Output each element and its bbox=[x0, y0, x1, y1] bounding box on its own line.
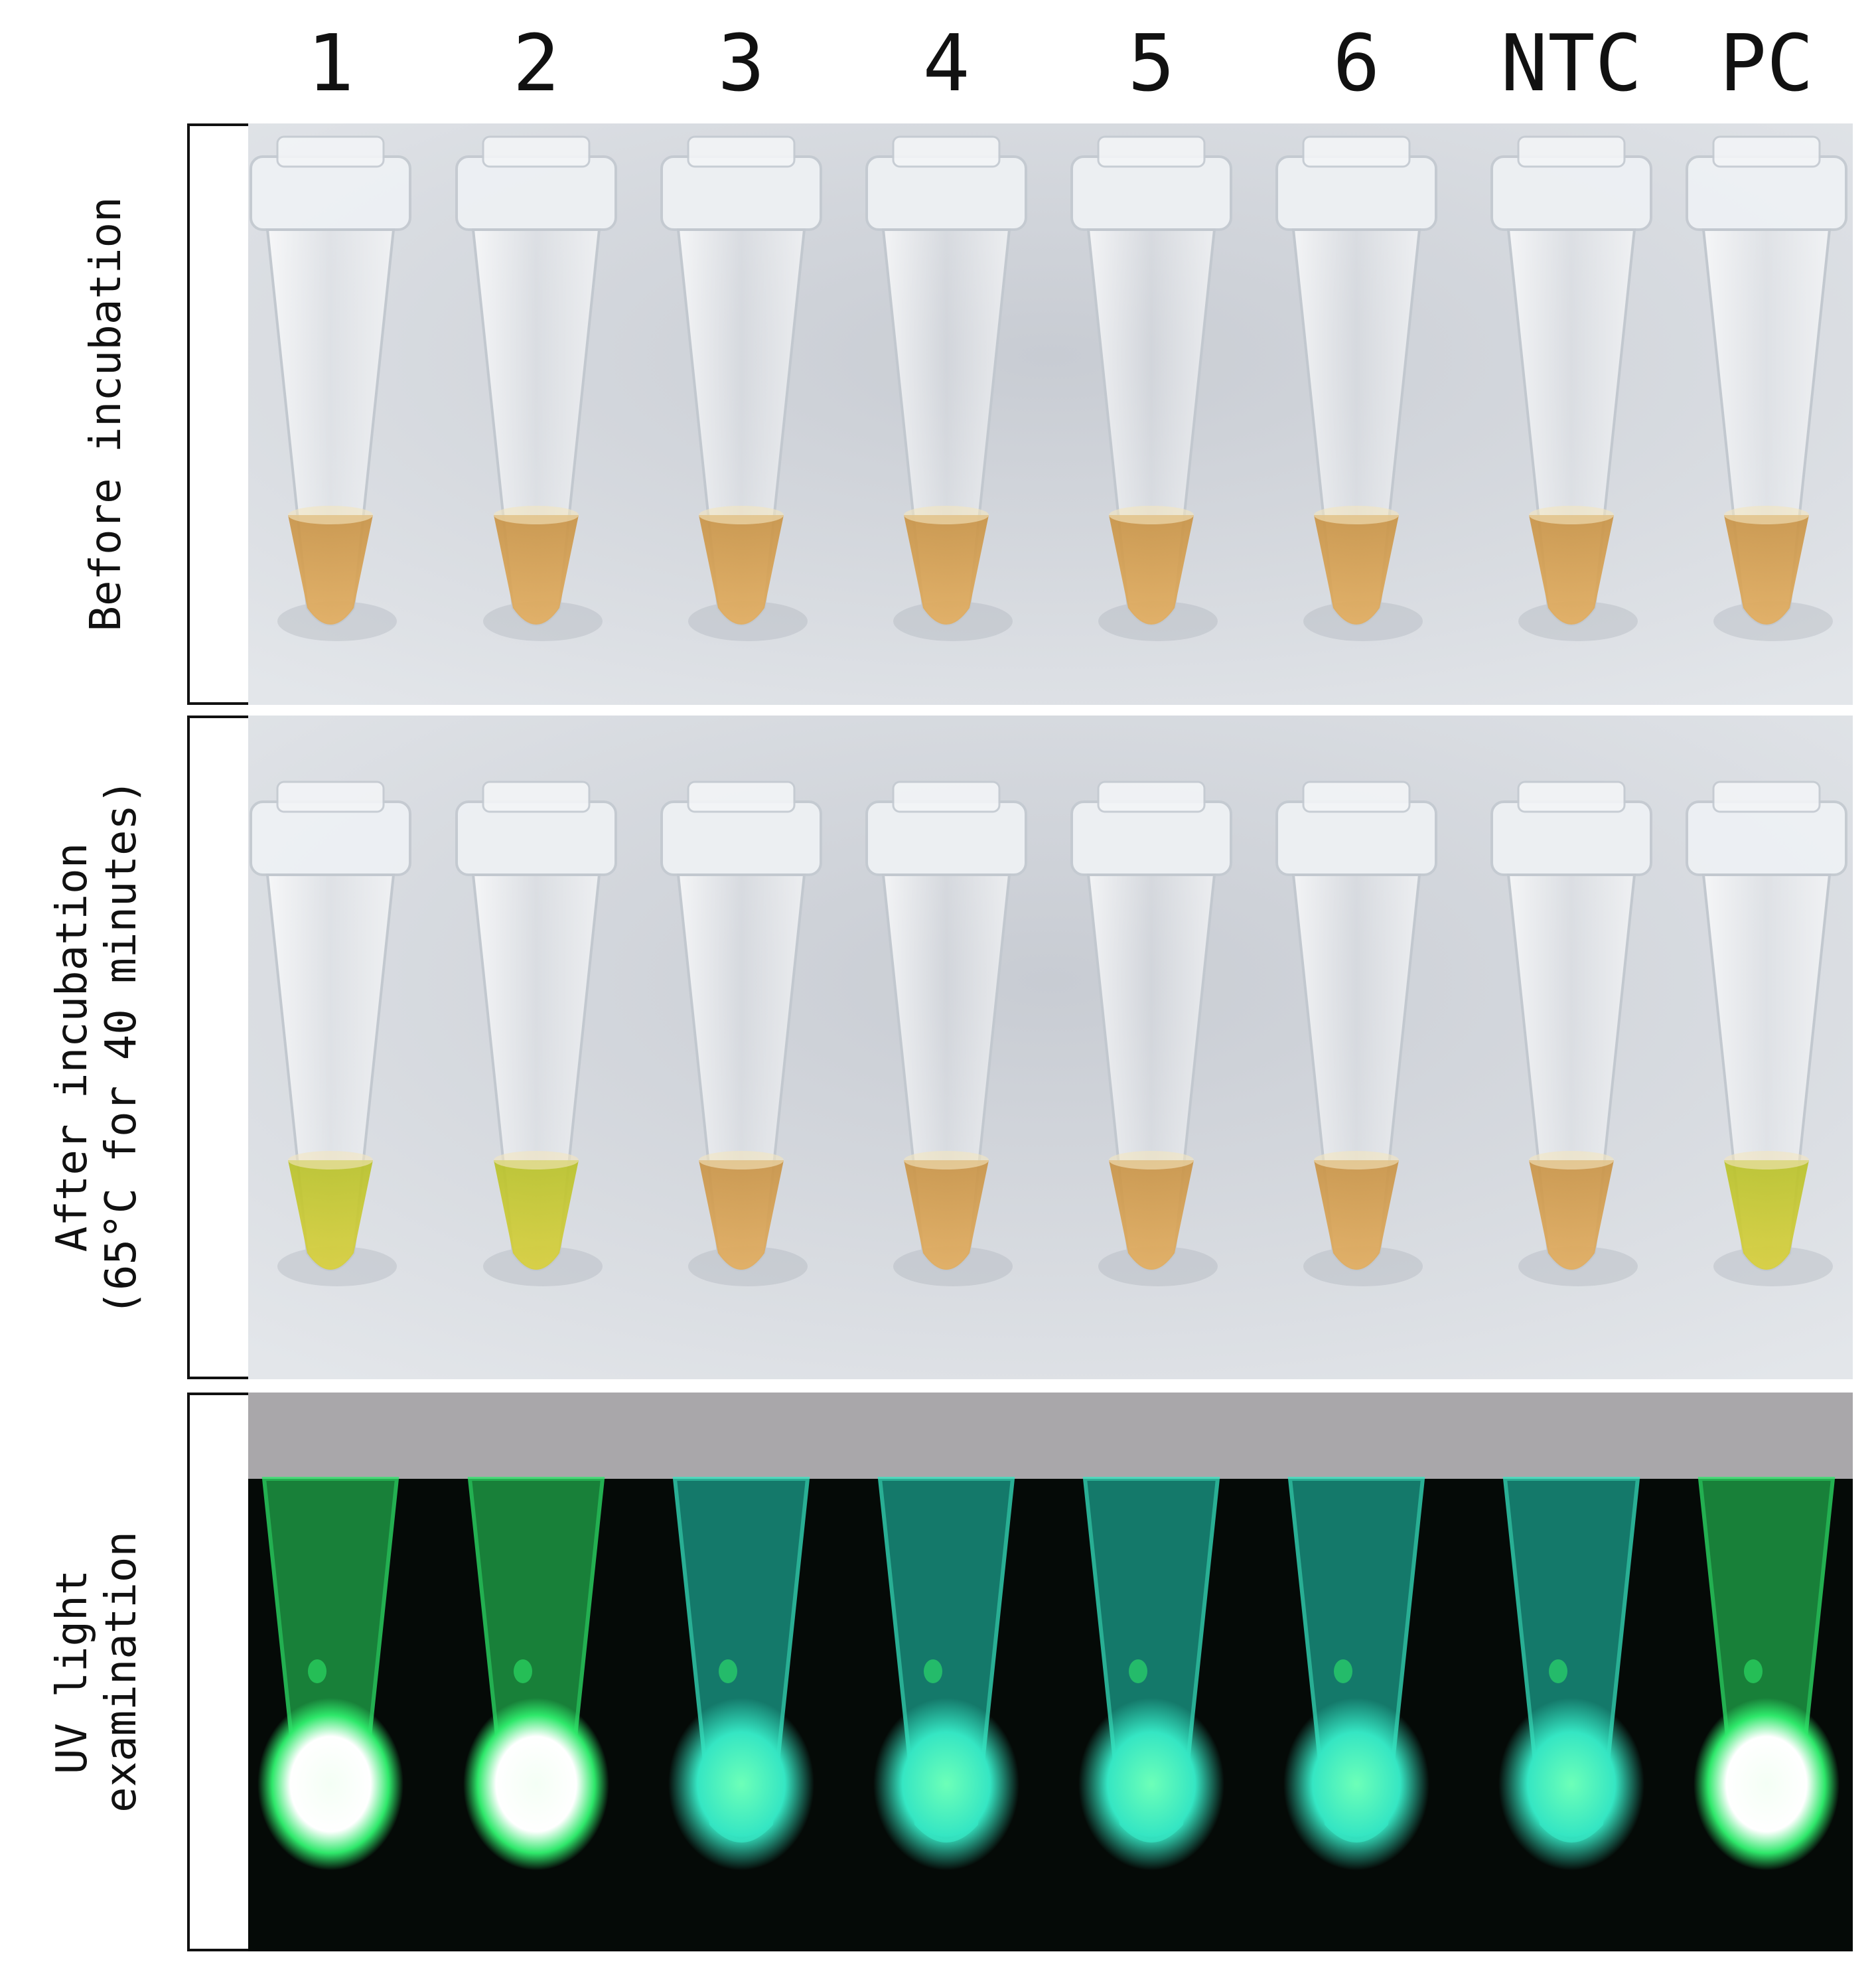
tube-liquid bbox=[1109, 1160, 1194, 1270]
tube-PC bbox=[1686, 135, 1847, 641]
tube-liquid bbox=[494, 515, 579, 625]
uv-tube-3 bbox=[668, 1477, 814, 1870]
column-label-5: 5 bbox=[1127, 17, 1175, 109]
uv-tube-glow bbox=[257, 1698, 403, 1870]
tube-6 bbox=[1275, 781, 1437, 1286]
tube-liquid bbox=[1314, 515, 1399, 625]
tube-liquid bbox=[699, 515, 784, 625]
uv-tube-glow bbox=[873, 1698, 1019, 1870]
tube-1 bbox=[250, 135, 411, 641]
row-label-line: (65°C for 40 minutes) bbox=[97, 779, 146, 1316]
uv-tube-glow bbox=[668, 1698, 814, 1870]
uv-tube-glow bbox=[1694, 1698, 1840, 1870]
tube-3 bbox=[660, 781, 822, 1286]
column-label-6: 6 bbox=[1333, 17, 1380, 109]
tube-liquid bbox=[1529, 515, 1614, 625]
row-label-box-after bbox=[187, 716, 248, 1379]
tube-5 bbox=[1070, 781, 1232, 1286]
uv-tube-glow bbox=[463, 1698, 609, 1870]
tube-liquid bbox=[1529, 1160, 1614, 1270]
tube-liquid bbox=[904, 515, 989, 625]
row-label-box-uv bbox=[187, 1393, 248, 1951]
tube-4 bbox=[865, 135, 1027, 641]
tube-2 bbox=[455, 781, 617, 1286]
tube-PC bbox=[1686, 781, 1847, 1286]
uv-tube-6 bbox=[1283, 1477, 1429, 1870]
tube-liquid bbox=[699, 1160, 784, 1270]
row-label-line: UV light bbox=[48, 1569, 97, 1775]
column-label-2: 2 bbox=[512, 17, 560, 109]
row-label-uv: UV light examination bbox=[48, 1531, 146, 1813]
tube-liquid bbox=[1724, 1160, 1809, 1270]
tube-liquid bbox=[1314, 1160, 1399, 1270]
tube-liquid bbox=[288, 1160, 373, 1270]
tube-NTC bbox=[1490, 781, 1652, 1286]
tube-3 bbox=[660, 135, 822, 641]
column-label-1: 1 bbox=[307, 17, 354, 109]
row-label-before: Before incubation bbox=[82, 196, 131, 631]
uv-tube-PC bbox=[1694, 1477, 1840, 1870]
tube-6 bbox=[1275, 135, 1437, 641]
photo-uv-light bbox=[248, 1393, 1853, 1951]
tube-liquid bbox=[1724, 515, 1809, 625]
uv-tube-glow bbox=[1498, 1698, 1644, 1870]
row-label-line: After incubation bbox=[48, 842, 97, 1252]
row-label-line: Before incubation bbox=[82, 196, 131, 632]
photo-background-top bbox=[248, 1393, 1853, 1479]
tube-NTC bbox=[1490, 135, 1652, 641]
photo-after-incubation bbox=[248, 716, 1853, 1379]
uv-tube-2 bbox=[463, 1477, 609, 1870]
row-label-box-before bbox=[187, 123, 248, 705]
photo-before-incubation bbox=[248, 123, 1853, 705]
uv-tube-5 bbox=[1078, 1477, 1224, 1870]
tube-liquid bbox=[288, 515, 373, 625]
row-label-after: After incubation (65°C for 40 minutes) bbox=[48, 779, 146, 1316]
uv-tube-1 bbox=[257, 1477, 403, 1870]
row-label-line: examination bbox=[97, 1531, 146, 1813]
column-label-3: 3 bbox=[717, 17, 765, 109]
tube-1 bbox=[250, 781, 411, 1286]
uv-tube-4 bbox=[873, 1477, 1019, 1870]
uv-tube-NTC bbox=[1498, 1477, 1644, 1870]
tube-4 bbox=[865, 781, 1027, 1286]
tube-liquid bbox=[904, 1160, 989, 1270]
column-label-4: 4 bbox=[922, 17, 970, 109]
tube-photo-before bbox=[248, 123, 1853, 705]
tube-5 bbox=[1070, 135, 1232, 641]
tube-2 bbox=[455, 135, 617, 641]
column-label-pc: PC bbox=[1719, 17, 1814, 109]
tube-photo-uv bbox=[248, 1393, 1853, 1951]
tube-liquid bbox=[1109, 515, 1194, 625]
tube-photo-after bbox=[248, 716, 1853, 1379]
uv-tube-glow bbox=[1078, 1698, 1224, 1870]
tube-liquid bbox=[494, 1160, 579, 1270]
uv-tube-glow bbox=[1283, 1698, 1429, 1870]
column-label-ntc: NTC bbox=[1500, 17, 1642, 109]
